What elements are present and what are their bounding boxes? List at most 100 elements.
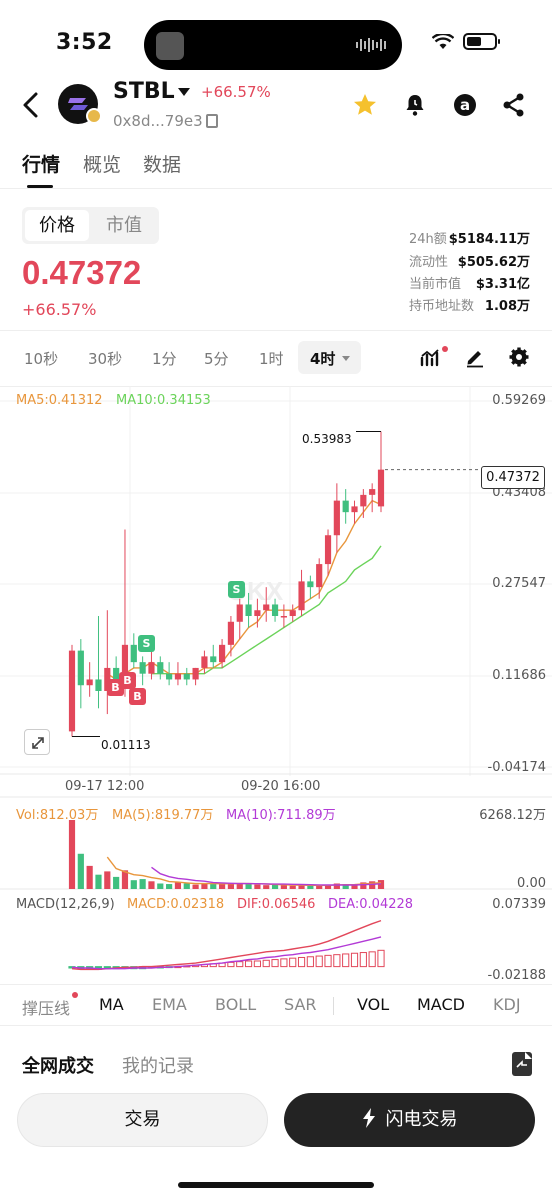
interval-4h-selector[interactable] [298, 341, 361, 374]
candle-body [351, 506, 358, 513]
chain-badge-icon [86, 108, 102, 124]
macd-histogram-bar [262, 959, 270, 968]
alert-bell-icon[interactable] [402, 92, 428, 118]
star-icon[interactable] [352, 92, 378, 118]
draw-pencil-icon[interactable] [464, 346, 486, 368]
candle-body [316, 564, 323, 588]
macd-histogram-bar [253, 960, 261, 968]
tab-separator [333, 997, 334, 1015]
candle-body [245, 604, 252, 617]
back-arrow-icon[interactable] [18, 90, 44, 120]
candle-body [95, 679, 102, 691]
token-symbol[interactable]: STBL [113, 79, 175, 104]
macd-histogram-bar [297, 956, 306, 968]
volume-bar [183, 883, 190, 889]
tab-market[interactable]: 行情 [22, 154, 61, 176]
flash-trade-button[interactable]: 闪电交易 [284, 1093, 535, 1147]
volume-bar [245, 884, 252, 889]
volume-bar [351, 885, 358, 889]
candle-body [298, 581, 305, 611]
indicator-tab-ema[interactable]: EMA [152, 995, 187, 1014]
candle-body [130, 644, 137, 663]
indicator-tab-kdj[interactable]: KDJ [493, 995, 521, 1014]
indicator-tab-macd[interactable]: MACD [417, 995, 465, 1014]
candle-body [227, 621, 235, 645]
sell-signal-marker[interactable]: S [138, 635, 155, 652]
at-sign-icon[interactable]: a [452, 92, 478, 118]
candle-body [263, 604, 270, 611]
settings-gear-icon[interactable] [508, 346, 530, 368]
macd-histogram-bar [350, 952, 359, 968]
volume-bar [210, 884, 217, 889]
document-icon[interactable] [512, 1052, 532, 1076]
candle-body [210, 656, 217, 663]
x-tick-2: 09-20 16:00 [241, 779, 321, 794]
segment-price[interactable]: 价格 [25, 210, 89, 241]
copy-icon[interactable] [206, 114, 218, 128]
symbol-dropdown-icon[interactable] [178, 88, 190, 96]
stat-label-market-cap: 当前市值 [409, 277, 462, 292]
lightning-icon [362, 1108, 375, 1128]
tab-my-records[interactable]: 我的记录 [122, 1056, 194, 1077]
new-indicator-dot [442, 346, 448, 352]
kline-chart[interactable]: OKX [0, 386, 552, 984]
indicator-tab-sar[interactable]: SAR [284, 995, 317, 1014]
fullscreen-expand-icon[interactable] [24, 729, 50, 755]
indicator-chart-icon[interactable] [420, 346, 442, 368]
candle-body [271, 604, 279, 617]
buy-signal-marker[interactable]: B [119, 672, 136, 689]
divider [0, 330, 552, 331]
candle-body [77, 650, 84, 686]
volume-bar [377, 880, 385, 889]
volume-bar [130, 880, 137, 889]
indicator-tab-boll[interactable]: BOLL [215, 995, 257, 1014]
candle-body [166, 673, 173, 680]
volume-bar [280, 885, 287, 889]
dif-value: DIF:0.06546 [237, 897, 316, 912]
interval-30s[interactable]: 30秒 [88, 350, 123, 368]
candle-body [218, 644, 226, 663]
macd-histogram-bar [244, 960, 253, 968]
high-price-label: 0.53983 [302, 432, 352, 446]
flash-trade-label: 闪电交易 [385, 1109, 458, 1130]
volume-bar [121, 870, 129, 889]
volume-bar [236, 883, 243, 889]
share-icon[interactable] [501, 92, 527, 118]
tab-all-trades[interactable]: 全网成交 [22, 1056, 94, 1077]
interval-1m[interactable]: 1分 [152, 350, 177, 368]
tab-overview[interactable]: 概览 [83, 154, 122, 176]
buy-signal-marker[interactable]: B [129, 688, 146, 705]
volume-legend: Vol:812.03万 [16, 808, 99, 823]
indicator-tab-ma[interactable]: MA [99, 995, 124, 1014]
volume-bar [218, 883, 226, 889]
segment-market-cap[interactable]: 市值 [106, 215, 142, 236]
volume-bar [113, 876, 120, 889]
audio-wave-icon [356, 37, 386, 53]
indicator-tab-vol[interactable]: VOL [357, 995, 390, 1014]
volume-bar [95, 874, 102, 889]
volume-bar [227, 882, 235, 889]
candle-body [121, 644, 129, 680]
candle-body [139, 662, 146, 674]
current-price-tag: 0.47372 [481, 466, 545, 489]
current-price: 0.47372 [22, 254, 142, 291]
sell-signal-marker[interactable]: S [228, 581, 245, 598]
contract-address: 0x8d...79e3 [113, 112, 203, 130]
interval-4h-label: 4时 [310, 350, 336, 368]
y-tick-5: -0.04174 [487, 760, 546, 775]
volume-ma10-legend: MA(10):711.89万 [226, 808, 336, 823]
price-mcap-switch[interactable]: 价格 市值 [22, 207, 159, 244]
macd-histogram-bar [289, 957, 297, 968]
trade-button[interactable]: 交易 [17, 1093, 268, 1147]
svg-text:a: a [460, 96, 470, 114]
tab-data[interactable]: 数据 [143, 154, 182, 176]
new-feature-dot [72, 992, 78, 998]
interval-5m[interactable]: 5分 [204, 350, 229, 368]
interval-10s[interactable]: 10秒 [24, 350, 59, 368]
stat-value-liquidity: $505.62万 [457, 255, 530, 270]
indicator-tab-support-resistance[interactable]: 撑压线 [22, 999, 71, 1018]
candle-body [148, 662, 155, 674]
y-tick-3: 0.27547 [492, 576, 546, 591]
macd-histogram-bar [315, 955, 323, 968]
interval-1h[interactable]: 1时 [259, 350, 284, 368]
